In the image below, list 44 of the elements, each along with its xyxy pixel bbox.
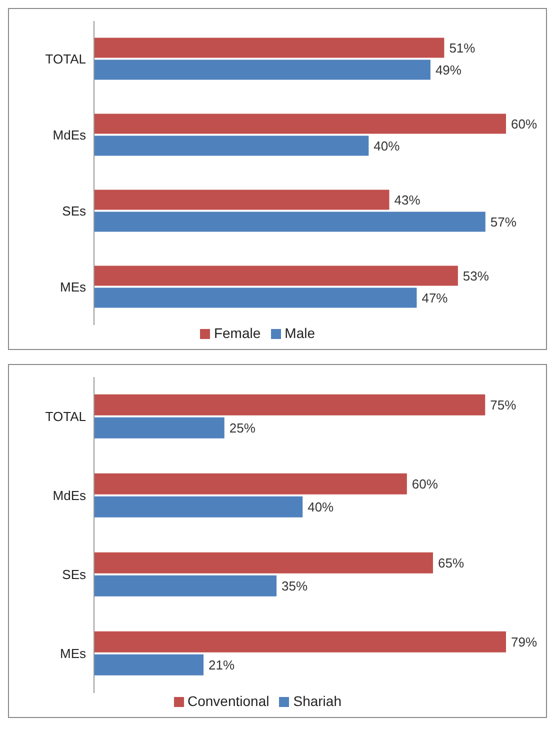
data-label: 40% — [374, 138, 400, 154]
bar — [94, 136, 369, 156]
data-label: 35% — [282, 578, 308, 594]
legend-label: Shariah — [293, 693, 342, 709]
data-label: 40% — [308, 499, 334, 514]
bar — [94, 417, 224, 438]
legend-label: Conventional — [188, 693, 270, 709]
data-label: 65% — [438, 555, 464, 570]
bar — [94, 394, 486, 416]
data-label: 43% — [394, 192, 421, 208]
data-label: 53% — [462, 268, 490, 284]
bar — [94, 190, 390, 210]
bar — [94, 654, 204, 676]
y-tick-label: TOTAL — [45, 409, 86, 424]
bar — [94, 288, 417, 308]
data-label: 21% — [208, 657, 235, 672]
data-label: 57% — [490, 214, 517, 230]
bar — [94, 473, 407, 494]
data-label: 79% — [511, 634, 538, 650]
data-label: 25% — [229, 420, 256, 436]
bar — [94, 575, 277, 596]
legend-label: Female — [214, 325, 261, 341]
y-tick-label: SEs — [62, 204, 86, 219]
y-tick-label: TOTAL — [45, 52, 86, 67]
data-label: 75% — [490, 397, 517, 412]
legend-label: Male — [284, 325, 316, 341]
bar — [94, 631, 506, 652]
y-tick-label: MEs — [60, 280, 86, 295]
bar — [94, 266, 458, 286]
data-label: 60% — [412, 476, 438, 492]
data-label: 51% — [449, 40, 476, 56]
data-label: 60% — [511, 116, 538, 132]
bar — [94, 38, 444, 58]
y-tick-label: MEs — [60, 646, 86, 662]
bar — [94, 60, 430, 80]
data-label: 49% — [435, 62, 462, 78]
bar — [94, 496, 303, 518]
data-label: 47% — [422, 290, 448, 306]
y-tick-label: MdEs — [52, 128, 86, 143]
y-tick-label: SEs — [62, 567, 86, 582]
y-tick-label: MdEs — [52, 488, 86, 504]
bar — [94, 114, 506, 134]
bar — [94, 212, 486, 232]
bar — [94, 552, 433, 574]
